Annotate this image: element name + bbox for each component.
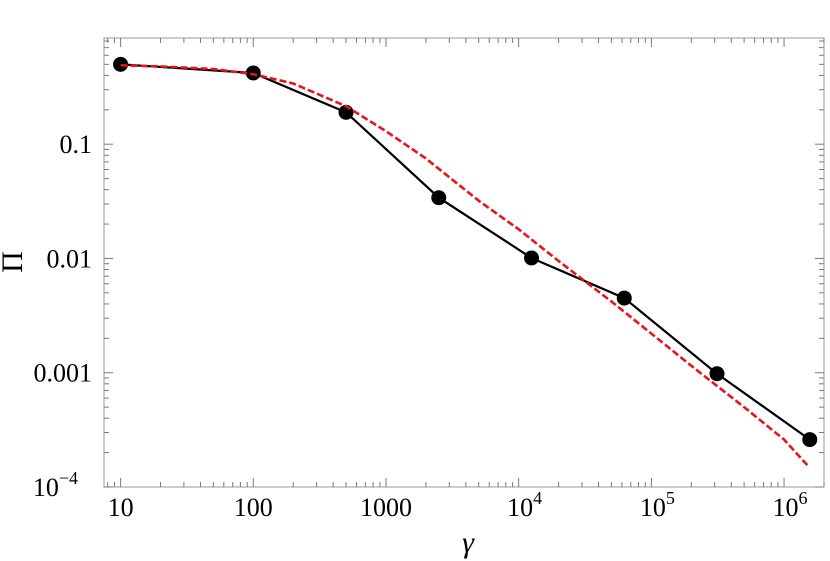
x-tick-label: 100 (234, 493, 273, 522)
y-axis-title: Π (0, 251, 29, 273)
data-point (113, 56, 129, 72)
y-tick-label: 10−4 (33, 468, 78, 502)
data-point (431, 190, 447, 206)
series-line-dashed (120, 64, 809, 467)
plot-frame (103, 37, 825, 488)
series-line-solid (120, 63, 811, 441)
data-point (709, 366, 725, 382)
x-tick-label: 1000 (360, 493, 412, 522)
data-point (524, 250, 540, 266)
x-tick-label: 106 (773, 488, 808, 522)
x-tick-label: 105 (640, 488, 675, 522)
data-point (616, 290, 632, 306)
y-tick-label: 0.001 (34, 359, 93, 388)
y-tick-label: 0.1 (60, 130, 93, 159)
y-tick-label: 0.01 (47, 244, 93, 273)
x-axis-title: γ (462, 526, 475, 559)
x-tick-label: 10 (108, 493, 134, 522)
data-point (802, 432, 818, 448)
x-tick-label: 104 (507, 488, 542, 522)
